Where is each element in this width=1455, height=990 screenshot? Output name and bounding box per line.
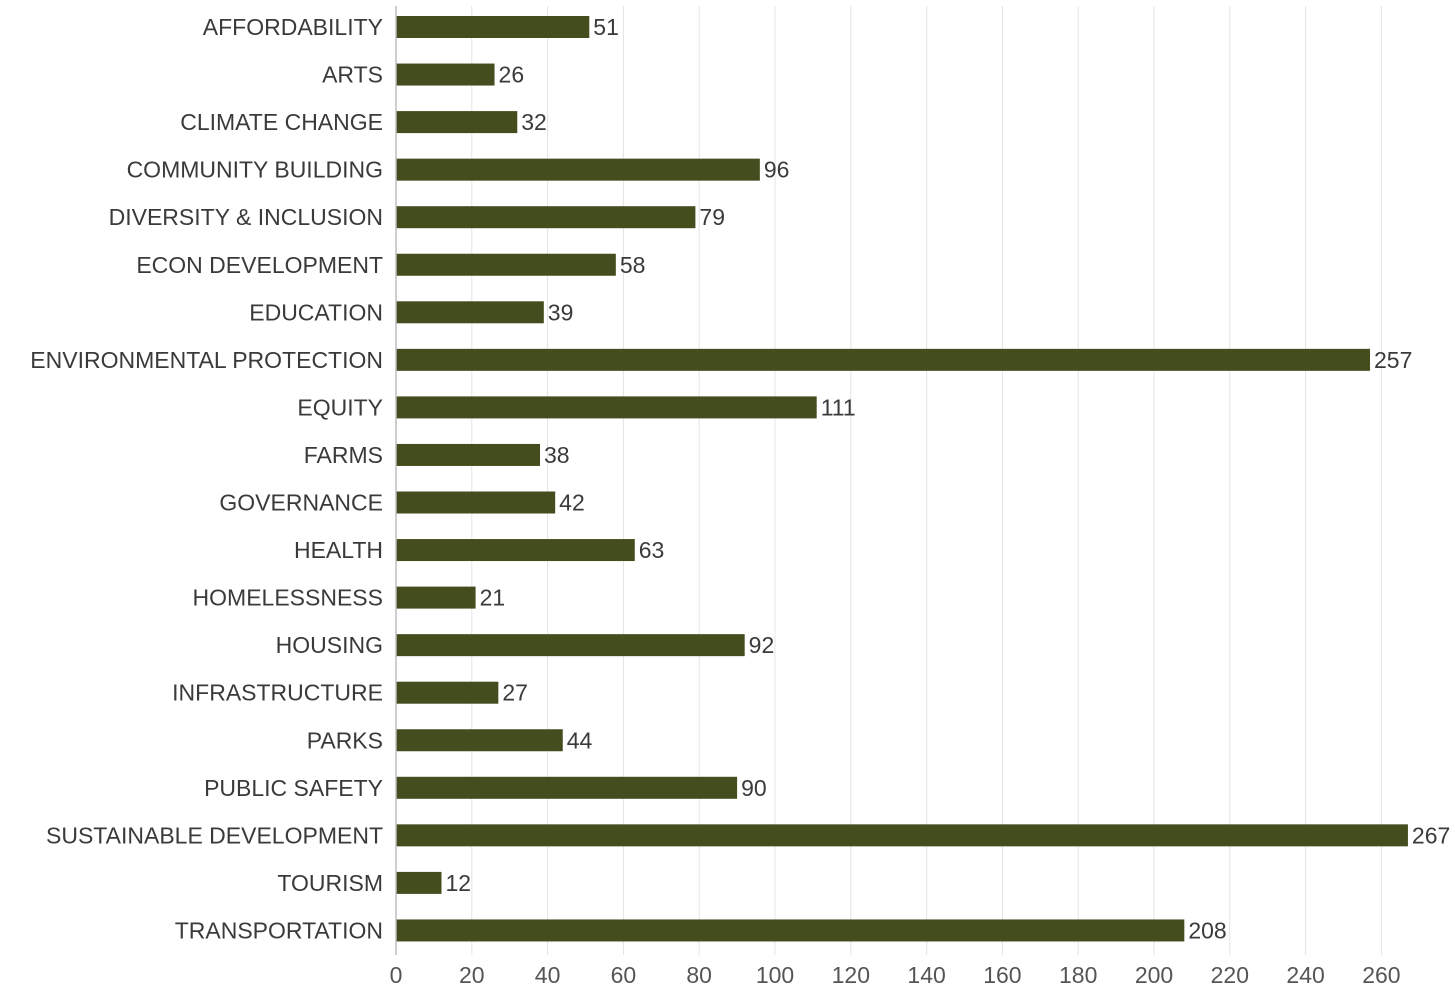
data-label: 58 (620, 252, 646, 278)
x-tick-label: 240 (1286, 962, 1324, 988)
bar-equity (396, 396, 817, 419)
bar-climate-change (396, 111, 518, 134)
category-label: HOMELESSNESS (193, 585, 383, 611)
category-label: COMMUNITY BUILDING (127, 157, 383, 183)
category-label: GOVERNANCE (219, 490, 383, 516)
x-tick-label: 120 (832, 962, 870, 988)
category-label: DIVERSITY & INCLUSION (109, 204, 383, 230)
bar-governance (396, 491, 556, 514)
bar-community-building (396, 158, 760, 181)
x-tick-label: 200 (1135, 962, 1173, 988)
category-label: SUSTAINABLE DEVELOPMENT (46, 822, 383, 848)
data-label: 44 (567, 727, 593, 753)
data-label: 63 (639, 537, 665, 563)
data-label: 257 (1374, 347, 1412, 373)
data-label: 27 (502, 680, 528, 706)
x-tick-label: 100 (756, 962, 794, 988)
bar-econ-development (396, 253, 616, 276)
bar-sustainable-development (396, 824, 1408, 847)
x-tick-label: 0 (390, 962, 403, 988)
data-label: 39 (548, 299, 574, 325)
data-label: 51 (593, 14, 619, 40)
bar-homelessness (396, 586, 476, 609)
category-label: FARMS (304, 442, 383, 468)
bar-environmental-protection (396, 348, 1371, 371)
bar-housing (396, 634, 745, 657)
labels: 0 20 40 60 80 100 120 140 160 180 200 220 240 260 AFFO… (30, 14, 1450, 988)
category-label: TRANSPORTATION (175, 917, 383, 943)
bar-farms (396, 443, 541, 466)
category-label: PUBLIC SAFETY (204, 775, 383, 801)
data-label: 96 (764, 157, 790, 183)
bar-diversity-inclusion (396, 206, 696, 229)
x-tick-label: 40 (535, 962, 561, 988)
category-label: AFFORDABILITY (203, 14, 383, 40)
data-label: 42 (559, 490, 585, 516)
bar-affordability (396, 16, 590, 38)
category-label: INFRASTRUCTURE (172, 680, 383, 706)
category-label: PARKS (307, 727, 383, 753)
bars (396, 16, 1408, 942)
bar-tourism (396, 871, 442, 894)
x-tick-label: 220 (1211, 962, 1249, 988)
data-label: 21 (480, 585, 506, 611)
data-label: 267 (1412, 822, 1450, 848)
bar-education (396, 301, 544, 324)
bar-transportation (396, 919, 1185, 942)
data-label: 90 (741, 775, 767, 801)
bar-public-safety (396, 776, 738, 799)
x-tick-label: 60 (611, 962, 637, 988)
data-label: 92 (749, 632, 775, 658)
bar-arts (396, 63, 495, 86)
category-label: CLIMATE CHANGE (180, 109, 383, 135)
data-label: 111 (821, 394, 856, 420)
category-label: EDUCATION (249, 299, 383, 325)
category-label: EQUITY (297, 394, 383, 420)
data-label: 26 (499, 62, 525, 88)
data-label: 79 (699, 204, 725, 230)
bar-parks (396, 729, 563, 752)
bar-health (396, 539, 635, 562)
category-label: ECON DEVELOPMENT (136, 252, 383, 278)
x-tick-label: 260 (1362, 962, 1400, 988)
x-tick-label: 180 (1059, 962, 1097, 988)
category-label: ENVIRONMENTAL PROTECTION (30, 347, 383, 373)
category-label: HEALTH (294, 537, 383, 563)
x-tick-label: 160 (983, 962, 1021, 988)
category-label: ARTS (322, 62, 383, 88)
x-tick-label: 80 (686, 962, 712, 988)
data-label: 208 (1188, 917, 1226, 943)
bar-infrastructure (396, 681, 499, 704)
x-tick-label: 140 (907, 962, 945, 988)
category-label: TOURISM (277, 870, 383, 896)
x-tick-label: 20 (459, 962, 485, 988)
data-label: 12 (445, 870, 471, 896)
data-label: 32 (521, 109, 547, 135)
category-label: HOUSING (276, 632, 383, 658)
grid-lines (471, 6, 1382, 955)
data-label: 38 (544, 442, 570, 468)
